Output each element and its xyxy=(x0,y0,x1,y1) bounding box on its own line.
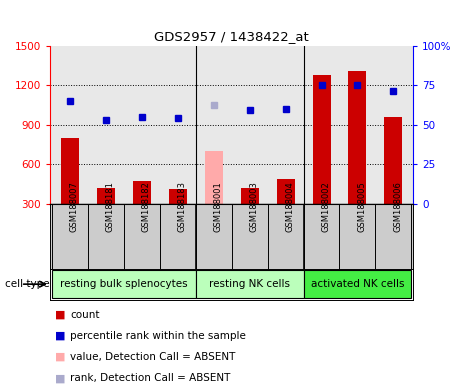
Bar xyxy=(96,188,114,204)
Text: GSM188002: GSM188002 xyxy=(322,181,331,232)
Text: ■: ■ xyxy=(55,373,65,383)
Text: GSM188183: GSM188183 xyxy=(178,181,187,232)
Text: resting bulk splenocytes: resting bulk splenocytes xyxy=(60,278,188,288)
Text: ■: ■ xyxy=(55,352,65,362)
Bar xyxy=(61,138,79,204)
Bar xyxy=(196,270,304,298)
Text: GSM188005: GSM188005 xyxy=(358,181,367,232)
Text: value, Detection Call = ABSENT: value, Detection Call = ABSENT xyxy=(70,352,236,362)
Text: activated NK cells: activated NK cells xyxy=(311,278,404,288)
Bar xyxy=(205,151,223,204)
Bar xyxy=(313,75,331,204)
Bar xyxy=(240,188,258,204)
Text: GSM188181: GSM188181 xyxy=(105,181,114,232)
Bar xyxy=(384,117,402,204)
Bar xyxy=(169,189,187,204)
Text: GSM188007: GSM188007 xyxy=(70,181,79,232)
Text: cell type: cell type xyxy=(5,279,49,289)
Bar xyxy=(349,71,367,204)
Bar xyxy=(133,181,151,204)
Text: ■: ■ xyxy=(55,331,65,341)
Text: ■: ■ xyxy=(55,310,65,320)
Text: count: count xyxy=(70,310,100,320)
Bar xyxy=(276,179,294,204)
Text: GSM188003: GSM188003 xyxy=(249,181,258,232)
Text: resting NK cells: resting NK cells xyxy=(209,278,290,288)
Text: GSM188001: GSM188001 xyxy=(214,181,223,232)
Text: rank, Detection Call = ABSENT: rank, Detection Call = ABSENT xyxy=(70,373,231,383)
Text: GSM188004: GSM188004 xyxy=(285,181,294,232)
Title: GDS2957 / 1438422_at: GDS2957 / 1438422_at xyxy=(154,30,309,43)
Text: GSM188182: GSM188182 xyxy=(142,181,151,232)
Text: percentile rank within the sample: percentile rank within the sample xyxy=(70,331,246,341)
Text: GSM188006: GSM188006 xyxy=(393,181,402,232)
Bar xyxy=(52,270,196,298)
Bar xyxy=(304,270,411,298)
